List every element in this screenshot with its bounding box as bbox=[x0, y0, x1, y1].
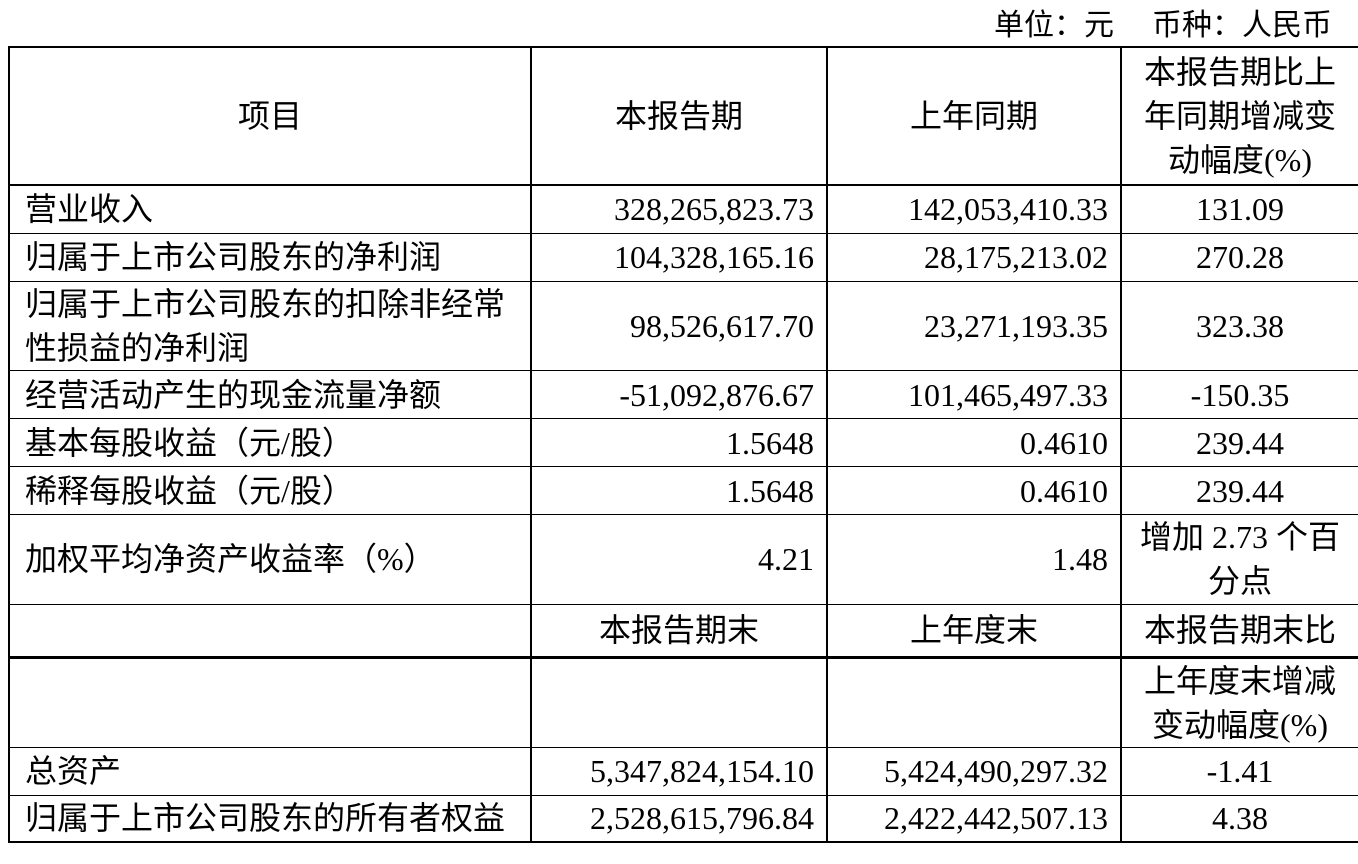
prior-value: 0.4610 bbox=[826, 466, 1122, 516]
column-header-prior-period: 上年同期 bbox=[826, 46, 1122, 186]
currency-label: 币种：人民币 bbox=[1152, 9, 1332, 42]
column-header-current-period: 本报告期 bbox=[530, 46, 828, 186]
current-value: 328,265,823.73 bbox=[530, 184, 828, 234]
column-header-period-end-change: 本报告期末比 bbox=[1120, 603, 1358, 659]
row-label: 加权平均净资产收益率（%） bbox=[8, 514, 532, 605]
current-value: 4.21 bbox=[530, 514, 828, 605]
row-label: 稀释每股收益（元/股） bbox=[8, 466, 532, 516]
change-value: -150.35 bbox=[1120, 370, 1358, 420]
row-label: 归属于上市公司股东的所有者权益 bbox=[8, 794, 532, 843]
row-label: 基本每股收益（元/股） bbox=[8, 418, 532, 468]
prior-value: 0.4610 bbox=[826, 418, 1122, 468]
prior-value: 23,271,193.35 bbox=[826, 280, 1122, 372]
row-label: 经营活动产生的现金流量净额 bbox=[8, 370, 532, 420]
current-value: 2,528,615,796.84 bbox=[530, 794, 828, 843]
column-header-current-period-end: 本报告期末 bbox=[530, 603, 828, 659]
column-header-prior-year-end: 上年度末 bbox=[826, 603, 1122, 659]
change-value: -1.41 bbox=[1120, 746, 1358, 796]
prior-value: 101,465,497.33 bbox=[826, 370, 1122, 420]
column-header-change: 本报告期比上 年同期增减变 动幅度(%) bbox=[1120, 46, 1358, 186]
change-value: 增加 2.73 个百 分点 bbox=[1120, 514, 1358, 605]
row-label: 归属于上市公司股东的净利润 bbox=[8, 233, 532, 282]
period-end-header-row: 本报告期末 上年度末 本报告期末比 bbox=[8, 603, 1358, 659]
empty-cell bbox=[826, 656, 1122, 748]
prior-value: 1.48 bbox=[826, 514, 1122, 605]
table-row-weighted-avg-roe: 加权平均净资产收益率（%） 4.21 1.48 增加 2.73 个百 分点 bbox=[8, 514, 1358, 605]
table-header-row: 项目 本报告期 上年同期 本报告期比上 年同期增减变 动幅度(%) bbox=[8, 46, 1358, 186]
change-value: 323.38 bbox=[1120, 280, 1358, 372]
column-header-item: 项目 bbox=[8, 46, 532, 186]
change-value: 239.44 bbox=[1120, 418, 1358, 468]
row-label: 总资产 bbox=[8, 746, 532, 796]
period-end-change-note: 上年度末增减 变动幅度(%) bbox=[1120, 656, 1358, 748]
change-value: 4.38 bbox=[1120, 794, 1358, 843]
current-value: 1.5648 bbox=[530, 466, 828, 516]
current-value: 1.5648 bbox=[530, 418, 828, 468]
prior-value: 5,424,490,297.32 bbox=[826, 746, 1122, 796]
row-label: 归属于上市公司股东的扣除非经常 性损益的净利润 bbox=[8, 280, 532, 372]
current-value: -51,092,876.67 bbox=[530, 370, 828, 420]
table-row-revenue: 营业收入 328,265,823.73 142,053,410.33 131.0… bbox=[8, 184, 1358, 234]
financial-summary-table: 项目 本报告期 上年同期 本报告期比上 年同期增减变 动幅度(%) 营业收入 3… bbox=[8, 46, 1358, 843]
prior-value: 28,175,213.02 bbox=[826, 233, 1122, 282]
current-value: 98,526,617.70 bbox=[530, 280, 828, 372]
row-label: 营业收入 bbox=[8, 184, 532, 234]
empty-cell bbox=[8, 656, 532, 748]
unit-label: 单位：元 bbox=[994, 9, 1114, 42]
period-end-note-row: 上年度末增减 变动幅度(%) bbox=[8, 656, 1358, 748]
table-row-basic-eps: 基本每股收益（元/股） 1.5648 0.4610 239.44 bbox=[8, 418, 1358, 468]
table-row-diluted-eps: 稀释每股收益（元/股） 1.5648 0.4610 239.44 bbox=[8, 466, 1358, 516]
table-row-net-profit: 归属于上市公司股东的净利润 104,328,165.16 28,175,213.… bbox=[8, 233, 1358, 282]
table-row-operating-cash-flow: 经营活动产生的现金流量净额 -51,092,876.67 101,465,497… bbox=[8, 370, 1358, 420]
change-value: 270.28 bbox=[1120, 233, 1358, 282]
unit-currency-line: 单位：元 币种：人民币 bbox=[0, 9, 1332, 43]
prior-value: 2,422,442,507.13 bbox=[826, 794, 1122, 843]
current-value: 104,328,165.16 bbox=[530, 233, 828, 282]
table-row-owners-equity: 归属于上市公司股东的所有者权益 2,528,615,796.84 2,422,4… bbox=[8, 794, 1358, 843]
empty-cell bbox=[530, 656, 828, 748]
empty-cell bbox=[8, 603, 532, 659]
change-value: 131.09 bbox=[1120, 184, 1358, 234]
table-row-total-assets: 总资产 5,347,824,154.10 5,424,490,297.32 -1… bbox=[8, 746, 1358, 796]
prior-value: 142,053,410.33 bbox=[826, 184, 1122, 234]
change-value: 239.44 bbox=[1120, 466, 1358, 516]
current-value: 5,347,824,154.10 bbox=[530, 746, 828, 796]
table-row-net-profit-excl-nonrecurring: 归属于上市公司股东的扣除非经常 性损益的净利润 98,526,617.70 23… bbox=[8, 280, 1358, 372]
